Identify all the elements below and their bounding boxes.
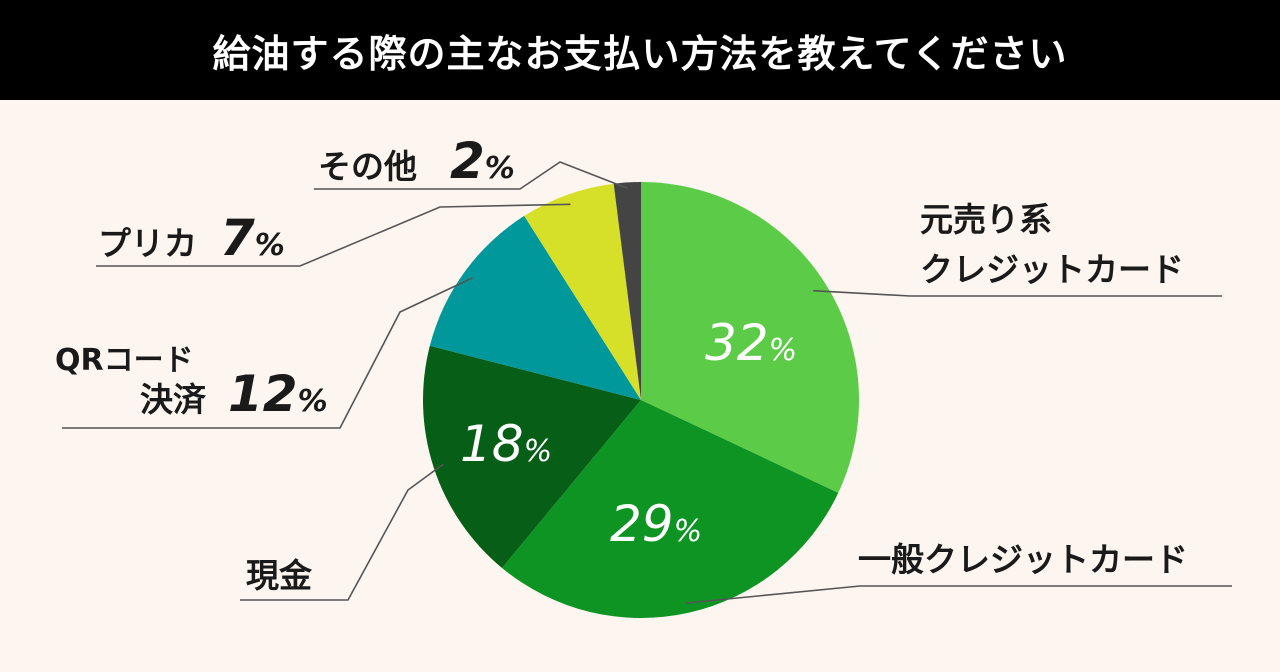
pie-slice	[423, 345, 641, 568]
leader-line	[314, 161, 628, 190]
leader-line	[686, 585, 1232, 604]
leader-line	[813, 289, 1222, 297]
slice-value-label: 18%	[460, 415, 552, 473]
chart-title: 給油する際の主なお支払い方法を教えてください	[212, 31, 1068, 76]
slice-category-label: クレジットカード	[920, 250, 1184, 289]
pie-slice	[641, 182, 859, 493]
slice-value-label: 12%	[228, 365, 328, 423]
slice-category-label: その他	[318, 147, 417, 186]
slice-category-label: 現金	[246, 556, 313, 595]
pie-slices	[423, 182, 859, 618]
slice-value-label: 32%	[705, 314, 797, 372]
slice-category-label: 一般クレジットカード	[858, 540, 1188, 579]
slice-category-label: プリカ	[98, 224, 197, 263]
slice-value-label: 2%	[450, 132, 515, 190]
slice-category-label: 決済	[140, 380, 207, 419]
leader-lines	[62, 161, 1232, 604]
header-bar: 給油する際の主なお支払い方法を教えてください	[0, 0, 1280, 100]
slice-value-label: 7%	[220, 209, 285, 267]
slice-category-label: QRコード	[55, 343, 194, 378]
leader-line	[240, 463, 444, 601]
slice-category-label: 元売り系	[920, 200, 1052, 239]
leader-line	[96, 203, 571, 267]
slice-value-label: 29%	[610, 495, 702, 553]
pie-slice	[502, 400, 839, 618]
leader-line	[62, 277, 474, 429]
pie-slice	[524, 183, 641, 400]
pie-slice	[613, 182, 641, 400]
pie-slice	[429, 215, 641, 400]
